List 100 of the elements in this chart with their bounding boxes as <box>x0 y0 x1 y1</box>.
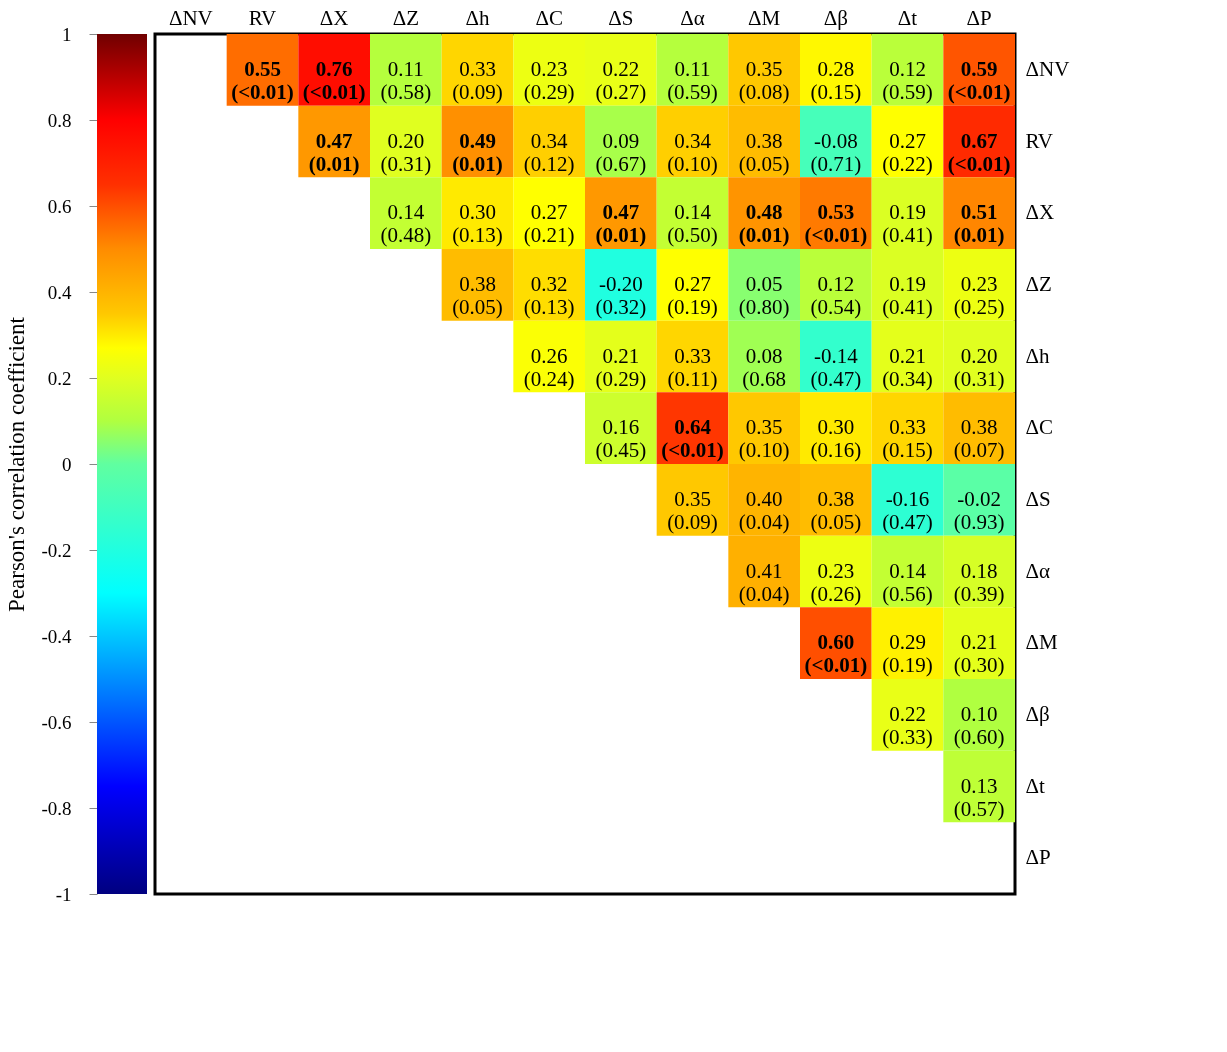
data-label: -0.08 (0.71) <box>810 128 862 176</box>
data-label: 0.67 (<0.01) <box>947 128 1011 176</box>
color-bar-label: 0.8 <box>47 109 72 131</box>
data-label: 0.23 (0.25) <box>953 271 1005 319</box>
y-tick-label: ΔP <box>1025 845 1051 870</box>
data-label: 0.47 (0.01) <box>308 128 360 176</box>
data-label: 0.34 (0.10) <box>667 128 718 176</box>
data-label: 0.33 (0.11) <box>667 343 718 391</box>
data-label: 0.19 (0.41) <box>882 271 933 319</box>
data-label: 0.76 (<0.01) <box>302 56 366 104</box>
y-tick-label: ΔX <box>1025 200 1055 225</box>
x-tick-label: ΔS <box>608 5 634 30</box>
data-label: 0.38 (0.05) <box>452 271 503 319</box>
data-label: 0.13 (0.57) <box>953 773 1005 821</box>
color-bar-label: 0.6 <box>47 195 72 217</box>
data-label: 0.26 (0.24) <box>523 343 575 391</box>
data-label: 0.12 (0.54) <box>810 271 862 319</box>
x-tick-label: Δh <box>465 5 490 30</box>
data-label: -0.14 (0.47) <box>810 343 862 391</box>
x-tick-label: Δβ <box>823 5 848 30</box>
data-label: 0.16 (0.45) <box>595 415 647 463</box>
x-tick-label: ΔC <box>535 5 563 30</box>
x-tick-label: RV <box>248 5 277 30</box>
x-tick-label: ΔX <box>319 5 349 30</box>
y-tick-label: ΔNV <box>1025 56 1070 81</box>
data-label: 0.22 (0.27) <box>595 56 647 104</box>
color-bar-label: 0.4 <box>47 281 72 303</box>
data-label: 0.35 (0.10) <box>738 415 790 463</box>
data-label: -0.02 (0.93) <box>953 486 1005 534</box>
data-label: 0.20 (0.31) <box>380 128 432 176</box>
data-label: 0.35 (0.09) <box>667 486 718 534</box>
data-label: 0.12 (0.59) <box>882 56 933 104</box>
data-label: 0.35 (0.08) <box>738 56 790 104</box>
color-bar-label: -0.8 <box>41 797 72 819</box>
data-label: 0.21 (0.34) <box>882 343 933 391</box>
data-label: 0.33 (0.15) <box>882 415 933 463</box>
data-label: 0.38 (0.05) <box>810 486 862 534</box>
x-tick-label: ΔZ <box>392 5 420 30</box>
color-bar-label: 1 <box>62 23 72 45</box>
y-tick-label: Δt <box>1025 773 1045 798</box>
data-label: 0.59 (<0.01) <box>947 56 1011 104</box>
color-bar-title: Pearson's correlation coefficient <box>4 316 30 612</box>
data-label: 0.41 (0.04) <box>738 558 790 606</box>
x-tick-label: ΔNV <box>168 5 213 30</box>
data-label: 0.23 (0.26) <box>810 558 862 606</box>
data-label: 0.32 (0.13) <box>523 271 575 319</box>
data-label: 0.22 (0.33) <box>882 701 933 749</box>
data-label: 0.28 (0.15) <box>810 56 862 104</box>
color-bar-label: -0.2 <box>41 539 72 561</box>
data-label: 0.49 (0.01) <box>452 128 503 176</box>
data-label: 0.30 (0.16) <box>810 415 862 463</box>
data-label: 0.55 (<0.01) <box>231 56 294 104</box>
data-label: 0.34 (0.12) <box>523 128 575 176</box>
y-tick-label: Δβ <box>1025 701 1050 726</box>
data-label: 0.20 (0.31) <box>953 343 1005 391</box>
data-label: 0.11 (0.58) <box>380 56 432 104</box>
color-bar-label: -0.6 <box>41 711 72 733</box>
color-bar-label: 0.2 <box>47 367 72 389</box>
y-tick-label: RV <box>1025 128 1053 153</box>
data-label: 0.11 (0.59) <box>667 56 718 104</box>
data-label: -0.16 (0.47) <box>882 486 933 534</box>
x-tick-label: Δα <box>680 5 705 30</box>
x-tick-label: ΔM <box>748 5 781 30</box>
y-tick-label: ΔM <box>1025 630 1058 655</box>
data-label: 0.51 (0.01) <box>953 200 1005 248</box>
data-label: 0.27 (0.19) <box>667 271 718 319</box>
data-label: 0.23 (0.29) <box>523 56 575 104</box>
data-label: 0.38 (0.07) <box>953 415 1005 463</box>
data-label: 0.10 (0.60) <box>953 701 1005 749</box>
color-bar-label: -1 <box>55 883 72 905</box>
data-label: 0.14 (0.48) <box>380 200 432 248</box>
data-label: 0.30 (0.13) <box>452 200 503 248</box>
data-label: 0.08 (0.68 <box>742 343 787 391</box>
data-label: 0.38 (0.05) <box>738 128 790 176</box>
data-label: 0.40 (0.04) <box>738 486 790 534</box>
color-bar-label: -0.4 <box>41 625 72 647</box>
data-label: 0.21 (0.30) <box>953 630 1005 678</box>
data-label: 0.14 (0.50) <box>667 200 718 248</box>
data-label: 0.09 (0.67) <box>595 128 647 176</box>
data-label: 0.29 (0.19) <box>882 630 933 678</box>
y-tick-label: ΔZ <box>1025 271 1052 296</box>
data-label: -0.20 (0.32) <box>595 271 647 319</box>
data-label: 0.47 (0.01) <box>595 200 647 248</box>
data-label: 0.14 (0.56) <box>882 558 933 606</box>
y-tick-label: Δα <box>1025 558 1051 583</box>
x-tick-label: ΔP <box>966 5 992 30</box>
data-label: 0.18 (0.39) <box>953 558 1005 606</box>
x-tick-label: Δt <box>897 5 918 30</box>
y-tick-label: ΔC <box>1025 415 1054 440</box>
data-label: 0.21 (0.29) <box>595 343 647 391</box>
data-label: 0.27 (0.22) <box>882 128 933 176</box>
data-label: 0.05 (0.80) <box>738 271 790 319</box>
data-label: 0.48 (0.01) <box>738 200 790 248</box>
data-label: 0.19 (0.41) <box>882 200 933 248</box>
y-tick-label: Δh <box>1025 343 1050 368</box>
y-tick-label: ΔS <box>1025 486 1051 511</box>
data-label: 0.27 (0.21) <box>523 200 575 248</box>
data-label: 0.33 (0.09) <box>452 56 503 104</box>
data-label: 0.64 (<0.01) <box>661 415 724 463</box>
data-label: 0.60 (<0.01) <box>804 630 868 678</box>
